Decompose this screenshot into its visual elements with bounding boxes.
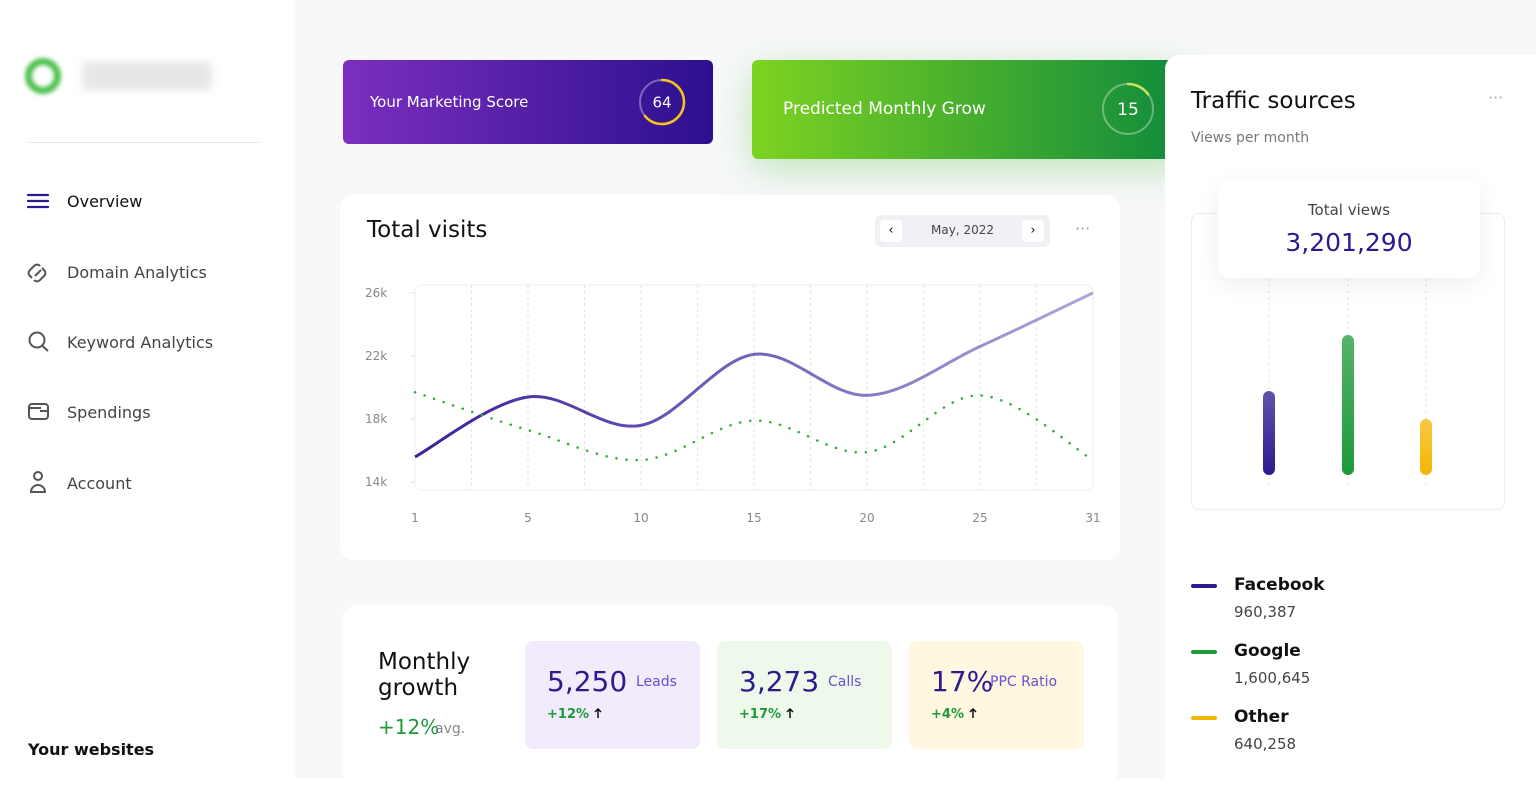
traffic-chart [1263, 273, 1432, 488]
nav-item[interactable]: Keyword Analytics [67, 333, 214, 352]
stat-change: +12% [547, 707, 602, 722]
total-card: Total views 3,201,290 [1218, 180, 1480, 278]
gauge: 64 [638, 78, 686, 126]
legend-name: Google [1234, 641, 1301, 661]
more-menu[interactable]: ··· [1075, 219, 1091, 238]
legend-name: Facebook [1234, 575, 1325, 595]
gauge: 15 [1101, 82, 1155, 136]
up-arrow [594, 707, 602, 718]
y-tick-label: 14k [365, 475, 387, 489]
gauge-value: 15 [1117, 100, 1139, 120]
x-tick-label: 10 [633, 511, 648, 525]
nav-item[interactable]: Spendings [67, 403, 151, 422]
nav-item[interactable]: Overview [67, 192, 143, 211]
bar [1263, 391, 1275, 475]
stat-label: Leads [636, 674, 677, 690]
legend-value: 1,600,645 [1234, 669, 1311, 687]
gauge-arc [638, 78, 686, 126]
x-tick-label: 1 [411, 511, 419, 525]
total-label: Total views [1307, 201, 1391, 219]
stat-box: 5,250 Leads +12% [525, 641, 700, 749]
next-button[interactable]: › [1022, 220, 1044, 242]
x-tick-label: 20 [859, 511, 874, 525]
up-arrow [968, 707, 977, 718]
stat-change-text: +12% [547, 707, 590, 722]
card-title: Total visits [367, 217, 488, 243]
panel-subtitle: Views per month [1191, 130, 1310, 146]
stat-box: 17% PPC Ratio +4% [909, 641, 1084, 749]
x-tick-label: 5 [524, 511, 532, 525]
panel-title: Traffic sources [1191, 88, 1356, 114]
growth-note: avg. [435, 721, 466, 737]
growth-title: Monthly growth [378, 649, 471, 701]
bar [1420, 419, 1432, 475]
stat-box: 3,273 Calls +17% [717, 641, 892, 749]
score-card[interactable]: Predicted Monthly Grow 15 [752, 60, 1188, 159]
stat-value: 5,250 [547, 665, 628, 698]
logo-text [82, 62, 212, 90]
nav-item[interactable]: Account [67, 474, 132, 493]
x-tick-label: 25 [972, 511, 987, 525]
y-tick-label: 22k [365, 349, 387, 363]
legend-swatch [1191, 584, 1217, 588]
stat-change-text: +4% [931, 707, 964, 722]
growth-change: +12% [378, 715, 440, 739]
period: May, 2022 [931, 223, 994, 237]
legend-swatch [1191, 716, 1217, 720]
stat-change-text: +17% [739, 707, 782, 722]
gauge-value: 64 [652, 93, 671, 111]
legend-name: Other [1234, 707, 1289, 727]
legend-value: 640,258 [1234, 735, 1297, 753]
sidebar-footer: Your websites [28, 740, 155, 759]
logo [25, 58, 61, 94]
y-tick-label: 26k [365, 286, 387, 300]
total-value: 3,201,290 [1285, 228, 1413, 257]
score-label: Your Marketing Score [370, 93, 529, 111]
divider [28, 142, 260, 143]
date-picker: ‹ May, 2022 › [875, 215, 1050, 247]
more-menu[interactable]: ··· [1488, 88, 1504, 107]
x-tick-label: 15 [746, 511, 761, 525]
stat-value: 3,273 [739, 665, 820, 698]
stat-label: PPC Ratio [990, 674, 1058, 690]
legend: Facebook 960,387 Google 1,600,645 Other 640,2… [1191, 575, 1491, 775]
legend-value: 960,387 [1234, 603, 1297, 621]
nav-item[interactable]: Domain Analytics [67, 263, 207, 282]
score-card[interactable]: Your Marketing Score 64 [343, 60, 713, 144]
visits-card: Total visits ‹ May, 2022 › ··· [340, 195, 1120, 560]
stat-label: Calls [828, 674, 862, 690]
stat-change: +4% [931, 707, 977, 722]
x-tick-label: 31 [1085, 511, 1100, 525]
legend-swatch [1191, 650, 1217, 654]
series-line [414, 291, 1094, 459]
bar [1342, 335, 1354, 475]
nav-icons [26, 193, 50, 493]
y-tick-label: 18k [365, 412, 387, 426]
up-arrow [786, 707, 794, 718]
stat-value: 17% [931, 665, 994, 698]
stat-change: +17% [739, 707, 794, 722]
gauge-arc [1101, 82, 1155, 136]
prev-button[interactable]: ‹ [880, 220, 902, 242]
score-label: Predicted Monthly Grow [783, 99, 986, 119]
